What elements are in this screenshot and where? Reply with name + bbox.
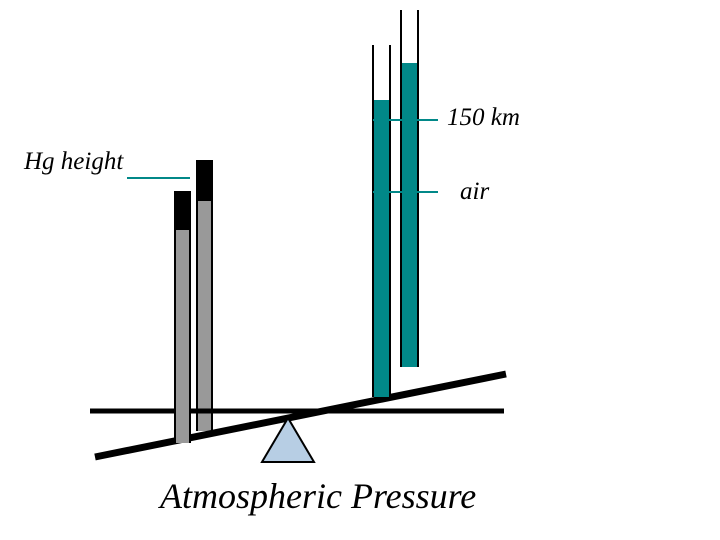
hg-height-label: Hg height	[24, 148, 123, 176]
altitude-label: 150 km	[447, 104, 520, 132]
diagram-title: Atmospheric Pressure	[160, 475, 476, 517]
air-label: air	[460, 178, 489, 206]
diagram-canvas	[0, 0, 720, 540]
